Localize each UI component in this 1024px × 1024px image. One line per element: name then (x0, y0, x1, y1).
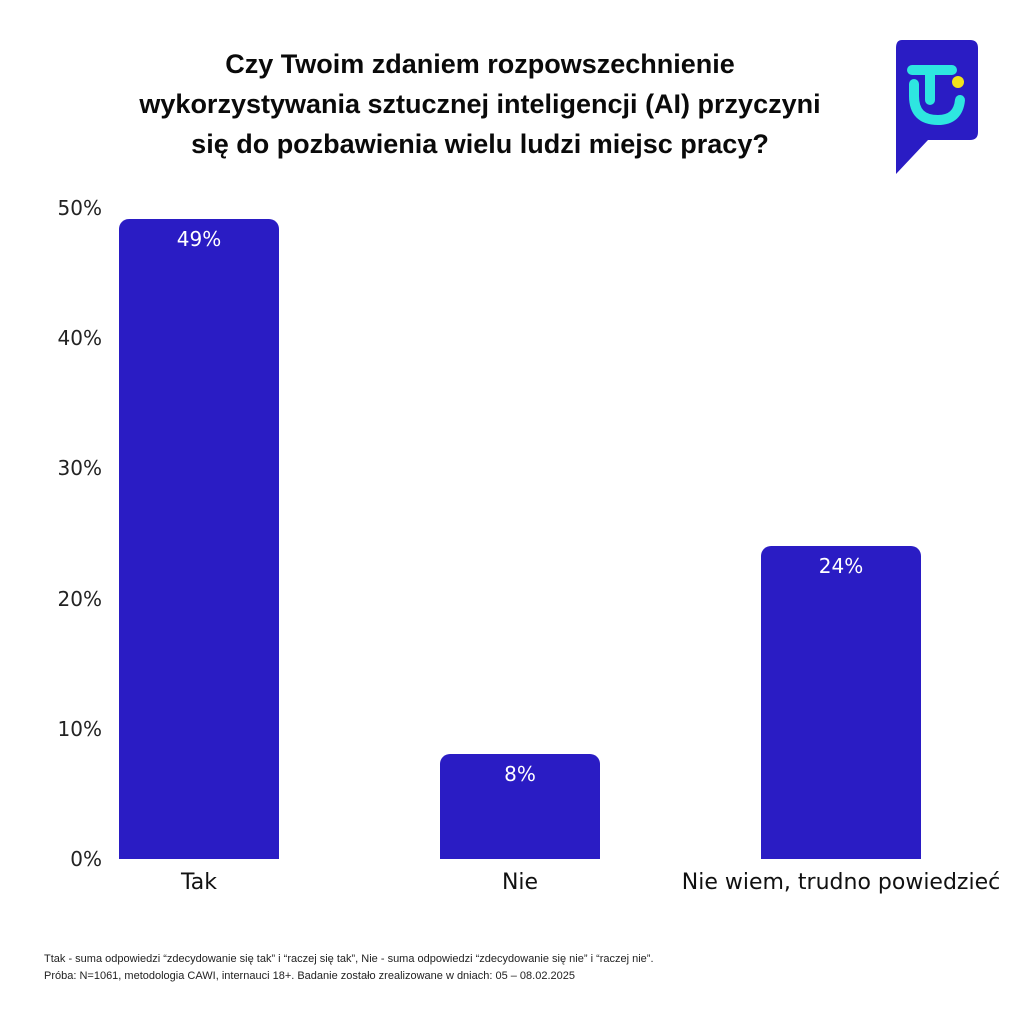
footnote: Ttak - suma odpowiedzi “zdecydowanie się… (44, 951, 654, 985)
x-tick-nie-wiem: Nie wiem, trudno powiedzieć (681, 870, 1001, 895)
brand-logo-icon (894, 40, 978, 174)
y-tick-0: 0% (70, 847, 102, 871)
footnote-methodology: Próba: N=1061, metodologia CAWI, interna… (44, 970, 575, 982)
bar-tak: 49% (119, 219, 279, 859)
bar-value-label: 24% (818, 554, 864, 578)
title-line-1: Czy Twoim zdaniem rozpowszechnienie (225, 49, 735, 79)
bar-value-label: 8% (504, 762, 536, 786)
footnote-definitions: Ttak - suma odpowiedzi “zdecydowanie się… (44, 953, 654, 965)
y-tick-40: 40% (57, 326, 102, 350)
y-tick-10: 10% (57, 717, 102, 741)
bar-nie-wiem: 24% (761, 546, 921, 859)
chart-title: Czy Twoim zdaniem rozpowszechnienie wyko… (80, 44, 880, 164)
title-line-2: wykorzystywania sztucznej inteligencji (… (139, 89, 821, 119)
bar-value-label: 49% (176, 227, 222, 251)
bar-nie: 8% (440, 754, 600, 859)
x-tick-tak: Tak (180, 870, 218, 895)
y-tick-20: 20% (57, 587, 102, 611)
y-tick-50: 50% (57, 196, 102, 220)
y-tick-30: 30% (57, 456, 102, 480)
x-tick-nie: Nie (501, 870, 539, 895)
title-line-3: się do pozbawienia wielu ludzi miejsc pr… (191, 129, 769, 159)
